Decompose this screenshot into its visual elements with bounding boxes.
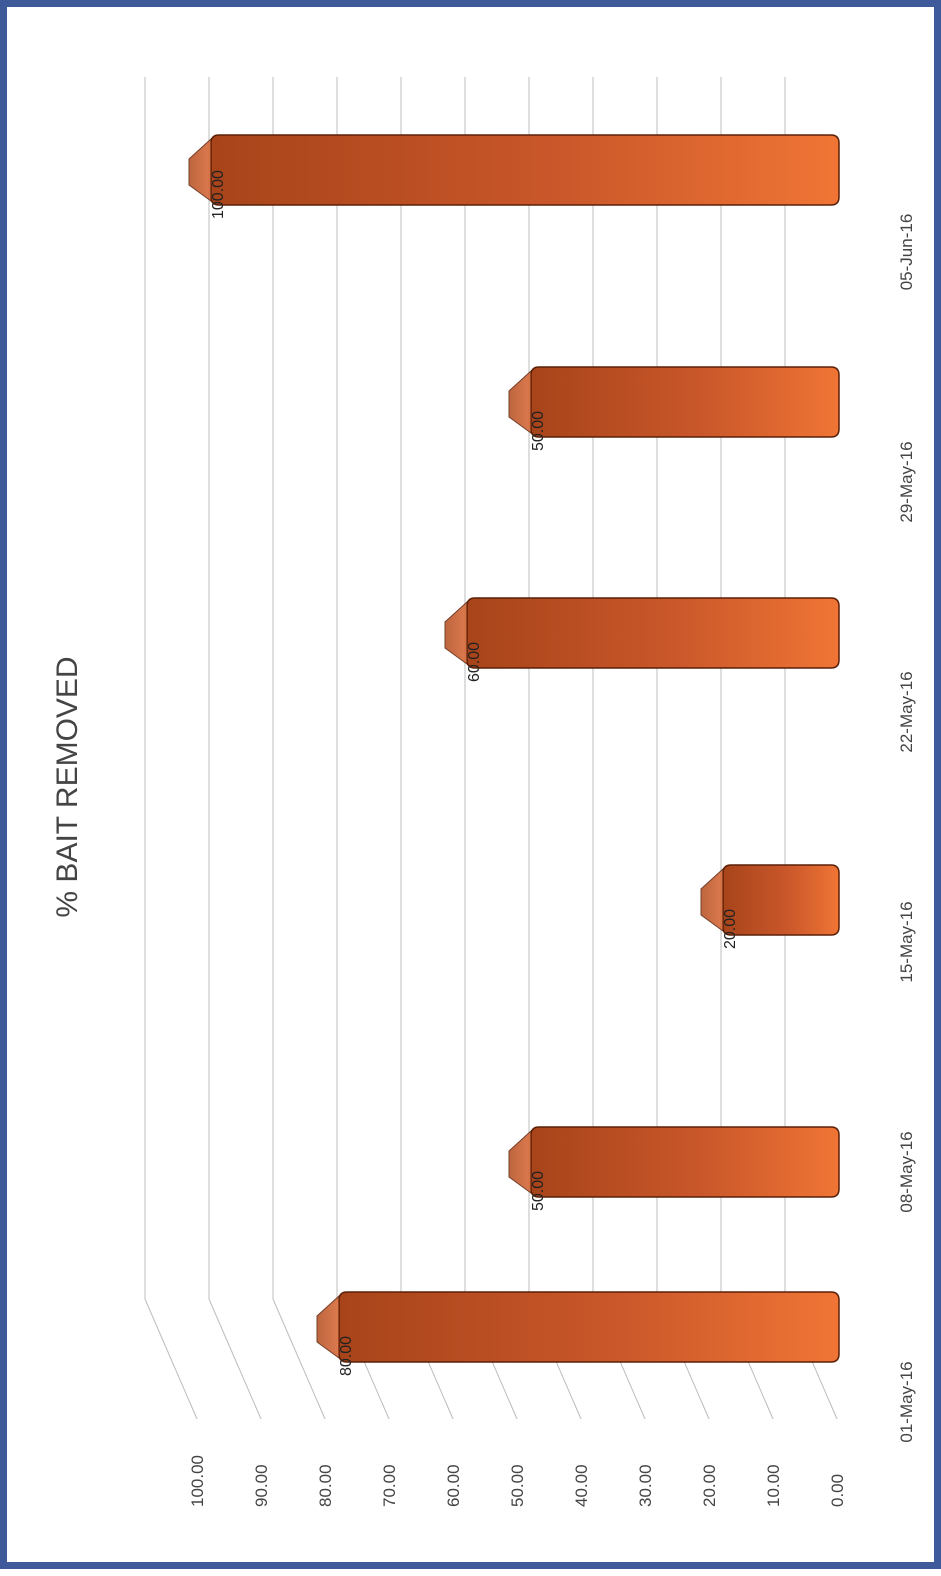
bar xyxy=(530,1126,840,1198)
category-label: 29-May-16 xyxy=(897,441,916,522)
bar xyxy=(530,366,840,438)
category-label: 22-May-16 xyxy=(897,671,916,752)
gridline-diagonal xyxy=(272,1298,326,1420)
bar-top-face xyxy=(508,1129,532,1194)
y-tick-label: 40.00 xyxy=(572,1464,591,1507)
bar-top-face xyxy=(316,1294,340,1359)
y-tick-label: 100.00 xyxy=(188,1455,207,1507)
category-labels: 01-May-16 08-May-16 15-May-16 22-May-16 29-M… xyxy=(897,214,916,1443)
category-label: 01-May-16 xyxy=(897,1361,916,1442)
bar xyxy=(338,1291,840,1363)
data-label: 60.00 xyxy=(466,642,483,682)
bars xyxy=(188,134,840,1363)
bar xyxy=(210,134,840,206)
y-tick-label: 0.00 xyxy=(828,1474,847,1507)
gridline-diagonal xyxy=(208,1298,262,1420)
bar-top-face xyxy=(188,137,212,202)
data-label: 100.00 xyxy=(210,170,227,219)
category-label: 08-May-16 xyxy=(897,1131,916,1212)
category-label: 05-Jun-16 xyxy=(897,214,916,291)
chart-title: % BAIT REMOVED xyxy=(51,656,84,917)
bar xyxy=(466,597,840,669)
gridline-diagonal xyxy=(144,1298,198,1420)
y-tick-label: 20.00 xyxy=(700,1464,719,1507)
bar-top-face xyxy=(508,369,532,434)
data-label: 50.00 xyxy=(530,411,547,451)
gridlines xyxy=(144,77,838,1420)
data-labels: 80.00 50.00 20.00 60.00 50.00 100.00 xyxy=(210,170,739,1376)
data-label: 50.00 xyxy=(530,1171,547,1211)
y-tick-label: 60.00 xyxy=(444,1464,463,1507)
bar-top-face xyxy=(444,600,468,665)
y-tick-label: 90.00 xyxy=(252,1464,271,1507)
y-tick-label: 10.00 xyxy=(764,1464,783,1507)
data-label: 20.00 xyxy=(722,909,739,949)
y-tick-label: 70.00 xyxy=(380,1464,399,1507)
bar xyxy=(722,864,840,936)
y-tick-label: 50.00 xyxy=(508,1464,527,1507)
y-axis-ticks: 0.00 10.00 20.00 30.00 40.00 50.00 60.00 70.00 8… xyxy=(188,1455,847,1507)
category-label: 15-May-16 xyxy=(897,901,916,982)
y-tick-label: 80.00 xyxy=(316,1464,335,1507)
bar-top-face xyxy=(700,867,724,932)
bar-chart: 0.00 10.00 20.00 30.00 40.00 50.00 60.00 70.00 8… xyxy=(51,77,916,1507)
y-tick-label: 30.00 xyxy=(636,1464,655,1507)
data-label: 80.00 xyxy=(338,1336,355,1376)
